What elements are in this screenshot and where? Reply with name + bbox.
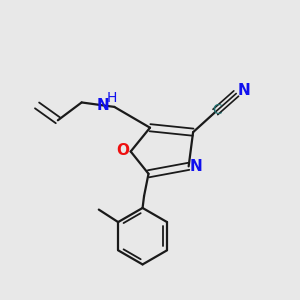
Text: N: N: [237, 83, 250, 98]
Text: N: N: [190, 159, 203, 174]
Text: N: N: [97, 98, 110, 113]
Text: O: O: [117, 143, 130, 158]
Text: C: C: [212, 103, 222, 117]
Text: H: H: [106, 91, 116, 105]
